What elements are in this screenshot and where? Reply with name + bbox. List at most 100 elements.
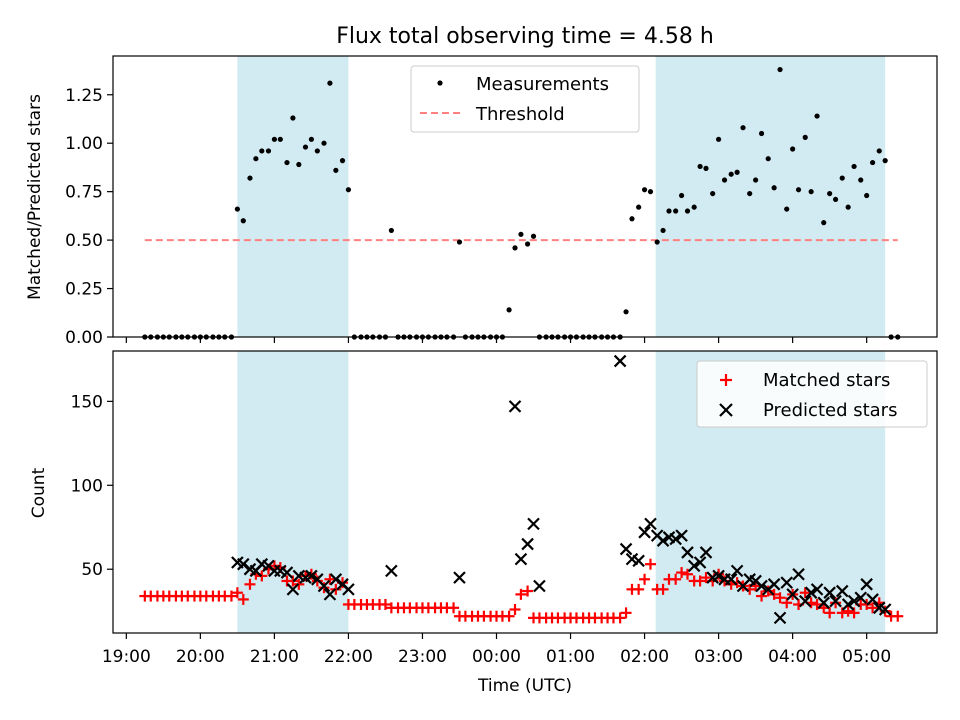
legend-threshold-label: Threshold <box>475 104 565 125</box>
predicted-x-b <box>311 573 324 586</box>
top-legend-box <box>410 65 640 133</box>
predicted-star-point <box>804 586 818 599</box>
measurement-point <box>339 158 346 164</box>
measurement-point <box>673 208 679 214</box>
predicted-star-point <box>613 354 627 368</box>
predicted-star-point <box>810 583 824 596</box>
measurement-point <box>678 192 685 199</box>
measurement-point <box>518 231 524 237</box>
predicted-star-point <box>644 517 657 531</box>
legend-measurements-label: Measurements <box>476 74 609 95</box>
measurement-point <box>654 239 660 245</box>
predicted-star-point <box>687 559 701 573</box>
measurement-point <box>728 171 734 177</box>
matched-star-point <box>670 573 682 585</box>
predicted-x-b <box>638 526 651 539</box>
measurement-point <box>321 140 327 146</box>
predicted-x-b <box>508 400 522 413</box>
measurement-point <box>765 156 771 162</box>
predicted-x-b <box>730 564 744 578</box>
bottom-x-tick-label: 05:00 <box>842 647 891 667</box>
predicted-star-point <box>835 584 849 598</box>
predicted-star-point <box>317 579 331 593</box>
top-y-tick-label: 0.75 <box>65 183 103 203</box>
measurement-point <box>629 216 635 222</box>
measurement-point <box>858 177 864 183</box>
predicted-x-b <box>786 588 799 601</box>
bottom-x-tick-label: 01:00 <box>546 647 595 667</box>
predicted-star-point <box>329 573 343 586</box>
measurement-point <box>240 218 246 224</box>
bottom-x-tick-label: 02:00 <box>620 647 669 667</box>
predicted-x-b <box>804 586 818 599</box>
predicted-star-point <box>773 611 787 625</box>
top-y-tick-label: 0.50 <box>65 231 103 251</box>
matched-star-point <box>231 587 243 599</box>
predicted-x-b <box>255 557 269 571</box>
bottom-x-tick-label: 04:00 <box>768 647 817 667</box>
predicted-x-b <box>527 517 540 531</box>
predicted-x-b <box>656 534 670 547</box>
matched-star-point <box>299 570 311 582</box>
predicted-star-point <box>385 564 398 578</box>
matched-star-point <box>756 590 768 602</box>
predicted-star-point <box>280 566 294 579</box>
predicted-x-b <box>619 542 633 556</box>
top-axes-frame <box>112 55 938 338</box>
chart-title: Flux total observing time = 4.58 h <box>336 24 714 49</box>
bottom-panel: 50 100 150 19:00 20:00 21:00 22:00 23:00 00:00 0… <box>29 350 938 696</box>
predicted-star-point <box>323 588 337 601</box>
bottom-x-tick-label: 23:00 <box>398 647 447 667</box>
measurement-point <box>802 134 808 140</box>
predicted-x-b <box>231 556 244 569</box>
predicted-x-b <box>724 573 738 586</box>
predicted-star-point <box>669 532 682 546</box>
measurement-point <box>710 190 716 197</box>
matched-star-point <box>644 558 656 570</box>
predicted-x-b <box>305 569 318 583</box>
matched-star-point <box>318 582 330 594</box>
measurement-point <box>808 189 814 195</box>
measurement-point <box>721 177 728 183</box>
predicted-x-b <box>329 573 343 586</box>
matched-stars-points <box>139 558 904 624</box>
predicted-x-b <box>755 579 768 593</box>
measurement-point <box>308 136 315 142</box>
bottom-x-ticks: 19:00 20:00 21:00 22:00 23:00 00:00 01:00 02:00… <box>102 633 891 667</box>
predicted-star-point <box>866 593 879 606</box>
bottom-x-tick-label: 21:00 <box>250 647 299 667</box>
measurement-point <box>814 113 820 119</box>
measurement-point <box>845 204 851 210</box>
predicted-star-point <box>521 537 534 551</box>
predicted-star-point <box>767 578 781 591</box>
predicted-star-point <box>792 567 805 581</box>
measurement-point <box>277 136 283 142</box>
predicted-star-point <box>237 557 250 571</box>
predicted-x-b <box>323 588 337 601</box>
predicted-x-b <box>699 546 713 559</box>
matched-star-point <box>676 567 688 579</box>
measurement-points <box>142 66 901 340</box>
measurement-point <box>703 165 709 171</box>
bottom-y-ticks: 50 100 150 <box>71 392 113 580</box>
predicted-x-b <box>817 596 831 610</box>
predicted-star-point <box>638 526 651 539</box>
predicted-x-b <box>675 529 688 542</box>
matched-star-point <box>867 602 879 614</box>
predicted-x-b <box>280 566 294 579</box>
matched-star-point <box>509 604 521 615</box>
predicted-x-b <box>613 354 627 368</box>
top-band-1 <box>655 56 886 337</box>
predicted-x-b <box>237 557 250 571</box>
predicted-x-b <box>342 583 355 596</box>
predicted-star-point <box>342 583 355 596</box>
predicted-x-b <box>286 583 300 596</box>
measurement-point <box>795 187 802 193</box>
predicted-x-b <box>773 611 787 625</box>
predicted-x-b <box>385 564 398 578</box>
measurement-point <box>524 241 531 247</box>
predicted-x-b <box>866 593 879 606</box>
top-band-0 <box>237 56 349 337</box>
predicted-x-b <box>743 573 756 586</box>
